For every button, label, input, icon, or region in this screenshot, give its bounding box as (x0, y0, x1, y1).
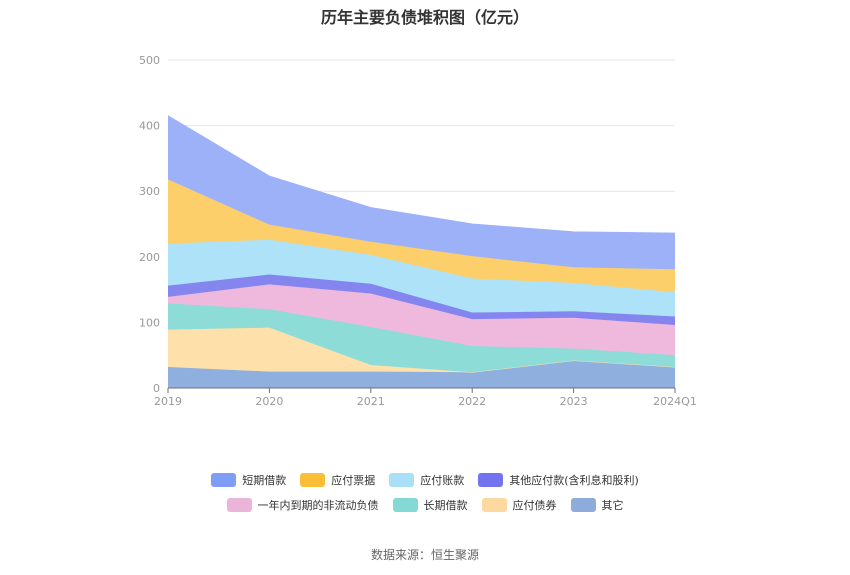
legend-item[interactable]: 应付债券 (481, 497, 557, 513)
legend-label: 其它 (601, 499, 624, 512)
x-tick-label: 2021 (357, 395, 385, 408)
chart-title: 历年主要负债堆积图（亿元） (320, 8, 529, 27)
area-series-1 (168, 327, 675, 373)
y-tick-label: 400 (139, 120, 160, 133)
area-series-7 (168, 115, 675, 270)
legend-swatch (300, 473, 326, 487)
y-tick-label: 500 (139, 54, 160, 67)
y-tick-label: 200 (139, 251, 160, 264)
legend-swatch (570, 498, 596, 512)
axes: 0 100 200 300 400 500 2019 2020 2021 2022 2023 2024… (139, 54, 697, 408)
legend-label: 应付账款 (420, 474, 465, 487)
legend-label: 一年内到期的非流动负债 (257, 499, 379, 512)
y-tick-label: 300 (139, 185, 160, 198)
legend-label: 应付票据 (331, 474, 376, 487)
legend-label: 其他应付款(含利息和股利) (509, 474, 639, 487)
legend-swatch (226, 498, 252, 512)
y-tick-label: 0 (153, 382, 160, 395)
legend-item[interactable]: 长期借款 (392, 497, 468, 513)
area-series-line-7 (167, 115, 676, 234)
x-tick-label: 2024Q1 (653, 395, 697, 408)
legend: 短期借款 应付票据 应付账款 其他应付款(含利息和股利) 一年内到期的非流动负债 长期借款… (0, 472, 850, 522)
legend-item[interactable]: 应付票据 (300, 472, 375, 488)
legend-swatch (211, 473, 237, 487)
legend-item[interactable]: 一年内到期的非流动负债 (226, 497, 379, 513)
legend-swatch (392, 498, 418, 512)
area-series-0 (168, 360, 675, 388)
legend-swatch (478, 473, 504, 487)
legend-label: 应付债券 (512, 499, 557, 512)
legend-item[interactable]: 应付账款 (389, 472, 464, 488)
legend-item[interactable]: 其他应付款(含利息和股利) (478, 472, 639, 488)
legend-swatch (389, 473, 415, 487)
x-tick-label: 2020 (255, 395, 283, 408)
legend-item[interactable]: 其它 (570, 497, 624, 513)
area-series-5 (168, 239, 675, 317)
legend-swatch (481, 498, 507, 512)
legend-row: 短期借款 应付票据 应付账款 其他应付款(含利息和股利) (0, 472, 850, 488)
data-source-note: 数据来源：恒生聚源 (370, 548, 479, 562)
stacked-area-chart: 0 100 200 300 400 500 2019 2020 2021 2022 2023 2024… (139, 54, 697, 408)
area-series-3 (168, 284, 675, 356)
x-tick-label: 2023 (560, 395, 588, 408)
legend-row: 一年内到期的非流动负债 长期借款 应付债券 其它 (0, 497, 850, 513)
x-tick-label: 2022 (458, 395, 486, 408)
area-series-6 (168, 179, 675, 293)
y-tick-label: 100 (139, 316, 160, 329)
legend-item[interactable]: 短期借款 (211, 472, 286, 488)
legend-label: 长期借款 (423, 499, 468, 512)
x-tick-label: 2019 (154, 395, 182, 408)
area-series (167, 115, 676, 388)
area-series-2 (168, 303, 675, 373)
area-series-4 (168, 274, 675, 326)
legend-label: 短期借款 (242, 474, 287, 487)
